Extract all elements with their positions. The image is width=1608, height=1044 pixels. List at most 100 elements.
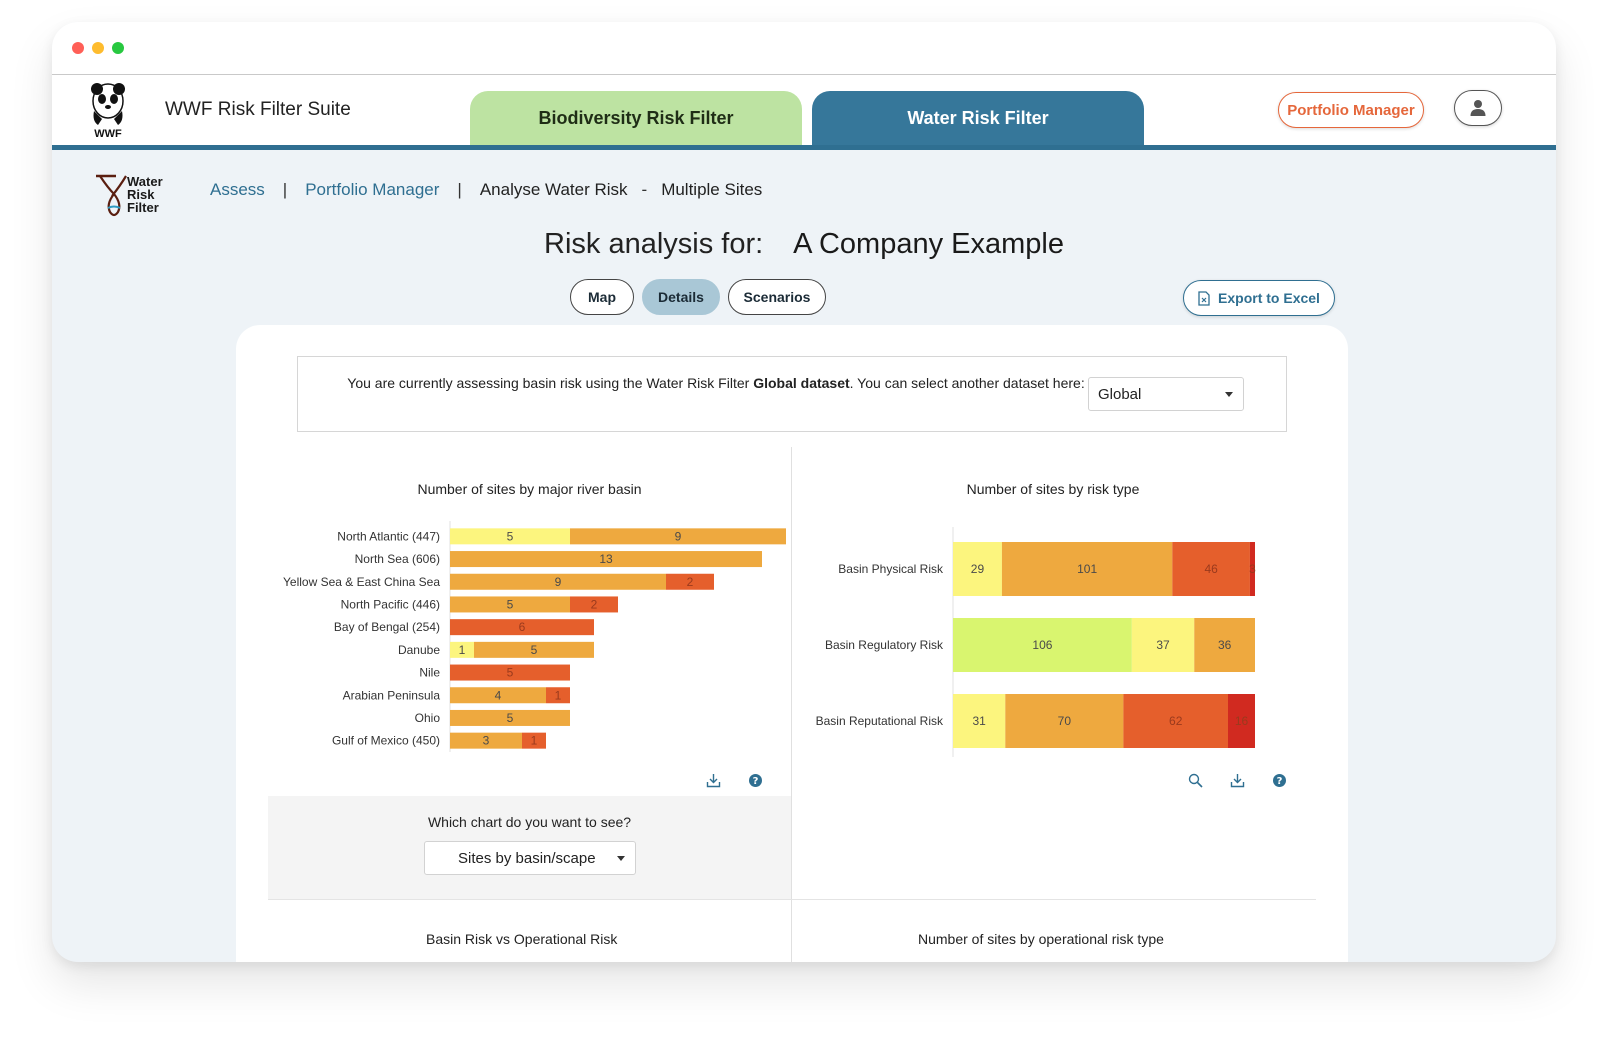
- dataset-text-after: . You can select another dataset here:: [849, 375, 1085, 391]
- maximize-window-button[interactable]: [112, 42, 124, 54]
- bar-segment: [450, 573, 666, 590]
- bar-segment: [1001, 542, 1173, 596]
- category-label: North Pacific (446): [341, 597, 440, 611]
- excel-file-icon: [1198, 290, 1210, 306]
- basin-chart-toolbar: ?: [704, 771, 764, 789]
- data-label: 5: [507, 529, 514, 543]
- data-label: 1: [531, 734, 538, 748]
- category-label: Basin Physical Risk: [838, 562, 944, 576]
- data-label: 101: [1077, 562, 1097, 576]
- svg-text:Risk: Risk: [127, 187, 155, 202]
- data-label: 2: [687, 575, 694, 589]
- bar-segment: [1194, 618, 1255, 672]
- tab-water-risk-filter[interactable]: Water Risk Filter: [812, 91, 1144, 145]
- bar-segment: [450, 664, 570, 681]
- page-title-prefix: Risk analysis for:: [544, 228, 764, 260]
- bar-segment: [1228, 694, 1255, 748]
- category-label: North Sea (606): [355, 552, 440, 566]
- breadcrumb: Assess | Portfolio Manager | Analyse Wat…: [210, 180, 762, 200]
- bar-segment: [450, 641, 474, 658]
- tab-map[interactable]: Map: [570, 279, 634, 315]
- category-label: Nile: [419, 666, 440, 680]
- basin-vs-operational-chart-title: Basin Risk vs Operational Risk: [426, 931, 618, 947]
- risk-type-chart-toolbar: ?: [1186, 771, 1288, 789]
- svg-text:?: ?: [752, 776, 758, 787]
- user-menu-button[interactable]: [1454, 90, 1502, 126]
- svg-text:WWF: WWF: [94, 128, 122, 139]
- data-label: 36: [1218, 638, 1232, 652]
- bar-segment: [450, 732, 522, 749]
- water-risk-filter-logo[interactable]: Water Risk Filter: [94, 172, 170, 218]
- bar-segment: [450, 596, 570, 613]
- data-label: 13: [599, 552, 613, 566]
- operational-risk-type-chart-title: Number of sites by operational risk type: [918, 931, 1164, 947]
- risk-type-chart-title: Number of sites by risk type: [966, 481, 1140, 497]
- minimize-window-button[interactable]: [92, 42, 104, 54]
- chart-chooser-select[interactable]: Sites by basin/scape: [424, 841, 636, 875]
- category-label: Arabian Peninsula: [343, 688, 441, 702]
- data-label: 46: [1204, 562, 1218, 576]
- page-title: Risk analysis for: A Company Example: [52, 228, 1556, 261]
- dataset-text-before: You are currently assessing basin risk u…: [347, 375, 754, 391]
- wwf-panda-logo[interactable]: WWF: [88, 81, 128, 139]
- data-label: 70: [1058, 714, 1072, 728]
- chart-chooser-label: Which chart do you want to see?: [427, 814, 632, 830]
- portfolio-manager-button[interactable]: Portfolio Manager: [1278, 92, 1424, 128]
- breadcrumb-portfolio-manager-link[interactable]: Portfolio Manager: [305, 180, 440, 199]
- svg-text:Filter: Filter: [127, 200, 159, 215]
- help-icon[interactable]: ?: [746, 771, 764, 789]
- zoom-icon[interactable]: [1186, 771, 1204, 789]
- data-label: 5: [531, 643, 538, 657]
- download-icon[interactable]: [1228, 771, 1246, 789]
- data-label: 16: [1235, 714, 1249, 728]
- data-label: 5: [507, 666, 514, 680]
- breadcrumb-analyse-water-risk: Analyse Water Risk: [479, 180, 628, 199]
- data-label: 1: [459, 643, 466, 657]
- bar-segment: [1123, 694, 1229, 748]
- svg-text:Water: Water: [127, 174, 163, 189]
- bar-segment: [450, 551, 762, 568]
- bar-segment: [1172, 542, 1250, 596]
- category-label: Ohio: [415, 711, 441, 725]
- chart-chooser-panel: Which chart do you want to see? Sites by…: [268, 796, 791, 899]
- export-to-excel-button[interactable]: Export to Excel: [1183, 280, 1335, 316]
- chevron-down-icon: [617, 856, 625, 861]
- view-tabs: Map Details Scenarios: [570, 279, 826, 315]
- chevron-down-icon: [1225, 392, 1233, 397]
- data-label: 2: [591, 597, 598, 611]
- bar-segment: [522, 732, 546, 749]
- bar-segment: [1249, 542, 1255, 596]
- category-label: North Atlantic (447): [337, 529, 440, 543]
- bar-segment: [450, 687, 546, 704]
- category-label: Basin Regulatory Risk: [825, 638, 944, 652]
- help-icon[interactable]: ?: [1270, 771, 1288, 789]
- app-header: WWF WWF Risk Filter Suite Biodiversity R…: [52, 75, 1556, 150]
- dataset-select[interactable]: Global: [1088, 377, 1244, 411]
- bar-segment: [953, 694, 1006, 748]
- tab-scenarios[interactable]: Scenarios: [728, 279, 826, 315]
- download-icon[interactable]: [704, 771, 722, 789]
- breadcrumb-assess-link[interactable]: Assess: [210, 180, 265, 199]
- user-icon: [1470, 100, 1486, 116]
- dataset-select-value: Global: [1098, 385, 1142, 403]
- row-divider: [268, 899, 1316, 900]
- window-titlebar: [52, 22, 1556, 75]
- bar-segment: [1005, 694, 1124, 748]
- column-divider: [791, 447, 792, 962]
- dataset-selector-panel: You are currently assessing basin risk u…: [297, 356, 1287, 432]
- suite-title: WWF Risk Filter Suite: [165, 99, 351, 120]
- close-window-button[interactable]: [72, 42, 84, 54]
- browser-window: WWF WWF Risk Filter Suite Biodiversity R…: [52, 22, 1556, 962]
- data-label: 5: [507, 711, 514, 725]
- data-label: 1: [555, 688, 562, 702]
- bar-segment: [666, 573, 714, 590]
- bar-segment: [546, 687, 570, 704]
- basin-chart-title: Number of sites by major river basin: [417, 481, 642, 497]
- breadcrumb-separator: |: [457, 180, 462, 199]
- tab-biodiversity-risk-filter[interactable]: Biodiversity Risk Filter: [470, 91, 802, 145]
- bar-segment: [450, 619, 594, 636]
- tab-details[interactable]: Details: [642, 279, 720, 315]
- breadcrumb-multiple-sites: Multiple Sites: [661, 180, 763, 199]
- data-label: 5: [507, 597, 514, 611]
